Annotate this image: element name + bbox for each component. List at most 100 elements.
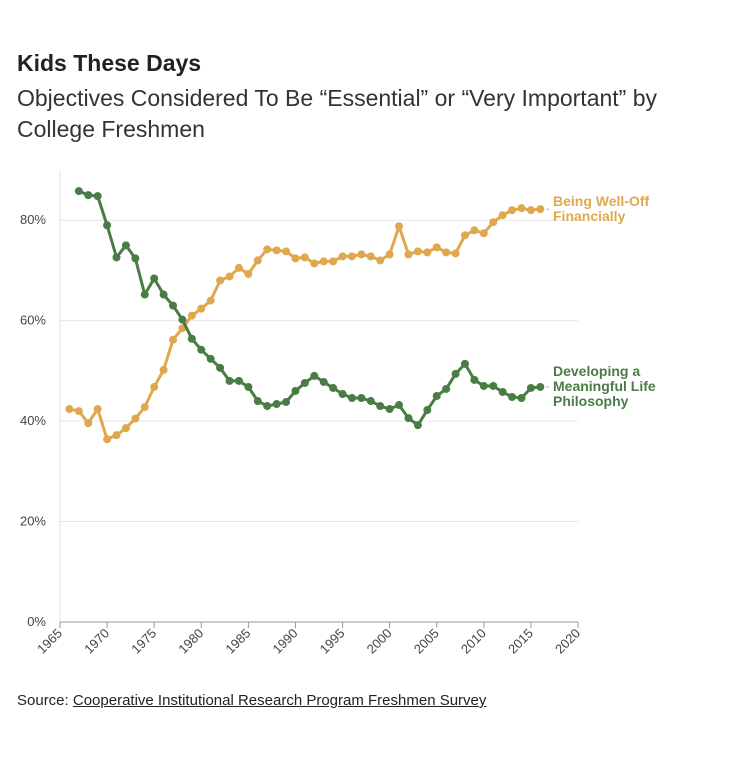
data-point: [451, 249, 460, 258]
y-tick-label: 20%: [20, 514, 46, 529]
data-point: [347, 252, 356, 261]
data-point: [395, 401, 404, 410]
data-point: [423, 406, 432, 415]
source-link[interactable]: Cooperative Institutional Research Progr…: [72, 692, 487, 709]
data-point: [225, 376, 234, 385]
data-point: [112, 253, 121, 262]
data-point: [432, 243, 441, 252]
data-point: [442, 248, 451, 257]
data-point: [385, 250, 394, 259]
data-point: [282, 398, 291, 407]
data-point: [508, 206, 517, 215]
x-tick-label: 1990: [270, 626, 301, 657]
data-point: [206, 296, 215, 305]
data-point: [93, 405, 102, 414]
data-point: [159, 365, 168, 374]
x-tick-label: 2015: [505, 626, 536, 657]
data-point: [413, 247, 422, 256]
data-point: [432, 392, 441, 400]
data-point: [479, 381, 488, 390]
data-point: [206, 354, 215, 363]
data-point: [329, 257, 338, 266]
data-point: [84, 419, 93, 428]
data-point: [508, 393, 517, 402]
data-point: [187, 311, 196, 320]
data-point: [216, 363, 225, 372]
data-point: [366, 397, 375, 406]
data-point: [169, 301, 178, 310]
data-point: [385, 405, 394, 414]
x-tick-label: 2010: [458, 626, 489, 657]
data-point: [470, 226, 479, 235]
x-tick-label: 1975: [128, 626, 159, 657]
data-point: [74, 407, 83, 416]
data-point: [150, 274, 159, 283]
series-line: [78, 189, 541, 427]
data-point: [272, 246, 281, 255]
data-point: [187, 334, 196, 343]
source-label: Source:: [17, 692, 69, 709]
data-point: [319, 257, 328, 266]
data-point: [517, 204, 526, 213]
y-tick-label: 60%: [20, 313, 46, 328]
legend-label: Being Well-Off Financially: [553, 193, 650, 225]
data-point: [413, 421, 422, 430]
data-point: [263, 402, 272, 411]
data-point: [253, 256, 262, 265]
y-tick-label: 80%: [20, 212, 46, 227]
data-point: [131, 414, 140, 423]
chart-subtitle: Objectives Considered To Be “Essential” …: [17, 85, 658, 142]
data-point: [93, 192, 102, 201]
data-point: [404, 414, 413, 423]
data-point: [460, 231, 469, 240]
data-point: [84, 191, 93, 200]
x-tick-label: 1995: [317, 626, 348, 657]
data-point: [244, 382, 253, 391]
data-point: [310, 371, 319, 380]
data-point: [178, 315, 187, 324]
data-point: [140, 290, 149, 299]
chart-title: Kids These Days: [17, 50, 202, 76]
data-point: [225, 272, 234, 281]
data-point: [338, 389, 347, 398]
data-point: [526, 206, 535, 215]
data-point: [300, 253, 309, 262]
data-point: [150, 382, 159, 391]
x-tick-label: 2005: [411, 626, 442, 657]
source: Source: Cooperative Institutional Resear…: [17, 692, 486, 709]
data-point: [310, 259, 319, 268]
data-point: [291, 254, 300, 263]
data-point: [272, 400, 281, 409]
data-point: [282, 247, 291, 256]
data-point: [498, 211, 507, 220]
data-point: [103, 435, 112, 444]
data-point: [319, 377, 328, 386]
data-point: [366, 252, 375, 261]
x-tick-label: 1965: [34, 626, 65, 657]
data-point: [140, 403, 149, 412]
data-point: [357, 394, 366, 403]
data-point: [470, 375, 479, 384]
data-point: [169, 335, 178, 344]
data-point: [536, 205, 545, 214]
data-point: [197, 304, 206, 313]
data-point: [442, 384, 451, 393]
data-point: [479, 229, 488, 238]
data-point: [423, 248, 432, 257]
data-point: [263, 245, 272, 254]
data-point: [357, 250, 366, 259]
data-point: [347, 394, 356, 403]
data-point: [197, 345, 206, 354]
data-point: [489, 218, 498, 227]
data-point: [329, 383, 338, 392]
data-point: [244, 269, 253, 278]
data-point: [338, 252, 347, 261]
legend-label: Developing a Meaningful Life Philosophy: [553, 363, 656, 410]
data-point: [253, 397, 262, 406]
x-tick-label: 2020: [552, 626, 583, 657]
data-point: [536, 382, 545, 391]
x-tick-label: 2000: [364, 626, 395, 657]
x-tick-label: 1970: [81, 626, 112, 657]
data-point: [234, 376, 243, 385]
